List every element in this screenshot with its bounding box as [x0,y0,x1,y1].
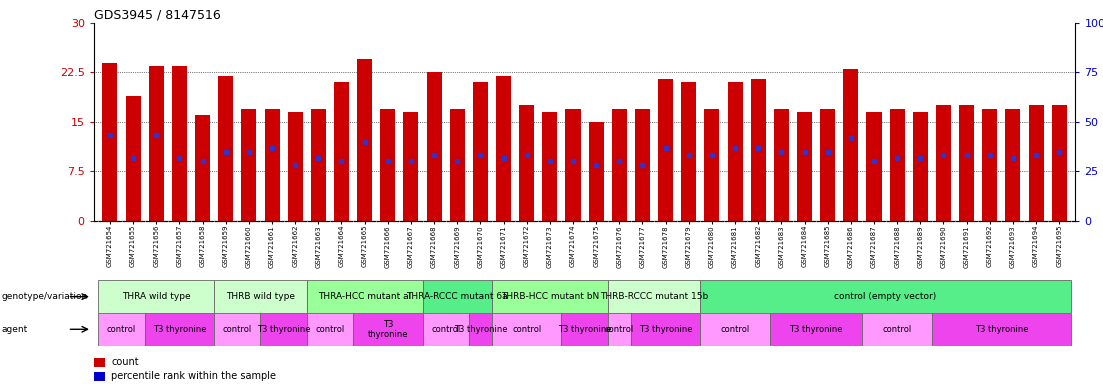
Text: percentile rank within the sample: percentile rank within the sample [111,371,276,381]
Bar [126,96,141,221]
Bar [520,106,534,221]
Bar [728,83,742,221]
Bar [260,313,307,346]
Text: T3 thyronine: T3 thyronine [152,325,206,334]
Bar [751,79,765,221]
Text: THRA-HCC mutant al: THRA-HCC mutant al [318,292,411,301]
Bar [149,66,163,221]
Bar [589,122,603,221]
Bar [357,59,372,221]
Bar [960,106,974,221]
Bar [770,313,863,346]
Bar [705,109,719,221]
Bar [867,112,881,221]
Bar [1051,106,1067,221]
Bar [658,79,673,221]
Text: control: control [512,325,542,334]
Bar [473,83,488,221]
Text: THRB wild type: THRB wild type [226,292,295,301]
Text: control: control [882,325,912,334]
Text: control: control [107,325,136,334]
Text: THRB-RCCC mutant 15b: THRB-RCCC mutant 15b [600,292,708,301]
Bar [94,358,105,367]
Bar [103,63,118,221]
Bar [307,280,422,313]
Bar [682,83,696,221]
Bar [307,313,353,346]
Bar [218,76,233,221]
Bar [774,109,789,221]
Bar [566,109,580,221]
Text: control (empty vector): control (empty vector) [835,292,936,301]
Bar [172,66,186,221]
Text: THRB-HCC mutant bN: THRB-HCC mutant bN [501,292,599,301]
Text: genotype/variation: genotype/variation [1,292,87,301]
Bar [983,109,997,221]
Text: T3 thyronine: T3 thyronine [975,325,1028,334]
Text: control: control [604,325,634,334]
Bar [214,313,260,346]
Text: control: control [431,325,460,334]
Bar [561,313,608,346]
Text: T3 thyronine: T3 thyronine [790,325,843,334]
Bar [94,372,105,381]
Bar [242,109,256,221]
Text: T3 thyronine: T3 thyronine [639,325,693,334]
Bar [450,109,464,221]
Bar [381,109,395,221]
Text: GDS3945 / 8147516: GDS3945 / 8147516 [94,9,221,22]
Text: control: control [223,325,251,334]
Bar [214,280,307,313]
Text: T3 thyronine: T3 thyronine [453,325,507,334]
Text: agent: agent [1,325,28,334]
Bar [195,115,210,221]
Bar [404,112,418,221]
Bar [469,313,492,346]
Text: THRA-RCCC mutant 6a: THRA-RCCC mutant 6a [406,292,508,301]
Text: count: count [111,357,139,367]
Bar [932,313,1071,346]
Bar [844,69,858,221]
Bar [422,280,492,313]
Bar [543,112,557,221]
Bar [890,109,904,221]
Bar [98,280,214,313]
Bar [608,280,700,313]
Bar [700,280,1071,313]
Text: control: control [720,325,750,334]
Bar [1006,109,1020,221]
Text: control: control [315,325,344,334]
Bar [612,109,627,221]
Bar [492,313,561,346]
Bar [353,313,422,346]
Bar [311,109,325,221]
Bar [265,109,279,221]
Bar [863,313,932,346]
Bar [288,112,302,221]
Bar [492,280,608,313]
Text: T3 thyronine: T3 thyronine [257,325,310,334]
Bar [98,313,144,346]
Bar [936,106,951,221]
Bar [631,313,700,346]
Bar [608,313,631,346]
Text: T3
thyronine: T3 thyronine [367,319,408,339]
Bar [913,112,928,221]
Bar [797,112,812,221]
Bar [144,313,214,346]
Bar [334,83,349,221]
Bar [700,313,770,346]
Text: THRA wild type: THRA wild type [122,292,191,301]
Bar [422,313,469,346]
Bar [1028,106,1043,221]
Bar [821,109,835,221]
Text: T3 thyronine: T3 thyronine [558,325,611,334]
Bar [427,73,441,221]
Bar [635,109,650,221]
Bar [496,76,511,221]
